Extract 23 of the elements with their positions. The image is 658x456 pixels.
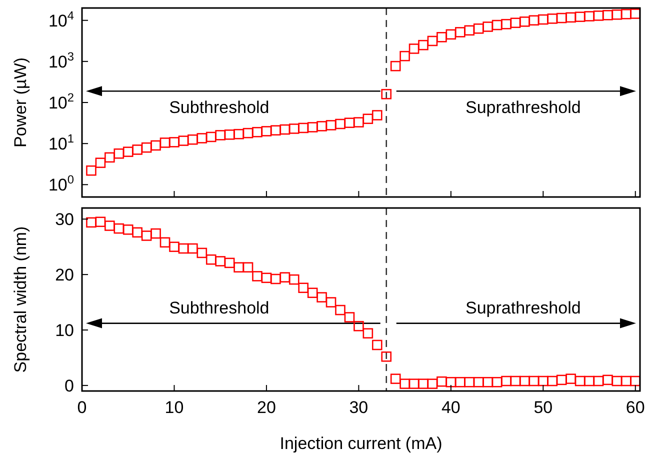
- y-axis-title: Power (µW): [11, 57, 30, 148]
- y-tick-label: 10$^{3}$: [48, 49, 74, 72]
- x-tick-label: 60: [626, 398, 645, 417]
- x-tick-label: 20: [257, 398, 276, 417]
- y-axis-title: Spectral width (nm): [11, 226, 30, 373]
- x-tick-label: 30: [349, 398, 368, 417]
- y-tick-label: 10$^{1}$: [48, 132, 74, 154]
- x-tick-label: 50: [534, 398, 553, 417]
- y-tick-label: 10$^{0}$: [48, 172, 74, 195]
- x-tick-label: 0: [77, 398, 87, 417]
- annotation: Subthreshold: [169, 298, 270, 318]
- annotation: Suprathreshold: [466, 298, 581, 318]
- x-tick-label: 10: [164, 398, 184, 417]
- y-tick-label: 0: [64, 376, 74, 396]
- y-tick-label: 20: [55, 266, 74, 285]
- annotation: Suprathreshold: [466, 98, 581, 118]
- y-tick-label: 10$^{2}$: [48, 90, 74, 112]
- x-tick-label: 40: [441, 398, 460, 417]
- x-axis-title: Injection current (mA): [280, 434, 442, 453]
- annotation: Subthreshold: [169, 98, 270, 118]
- y-tick-label: 10: [55, 321, 74, 340]
- y-tick-label: 10$^{4}$: [48, 8, 74, 30]
- y-tick-label: 30: [55, 210, 74, 230]
